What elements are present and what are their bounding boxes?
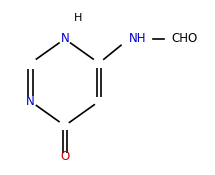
- Text: N: N: [26, 95, 35, 108]
- Text: O: O: [60, 150, 69, 163]
- Text: N: N: [60, 32, 69, 45]
- Text: CHO: CHO: [171, 32, 198, 45]
- Text: NH: NH: [129, 32, 146, 45]
- Text: H: H: [73, 13, 82, 23]
